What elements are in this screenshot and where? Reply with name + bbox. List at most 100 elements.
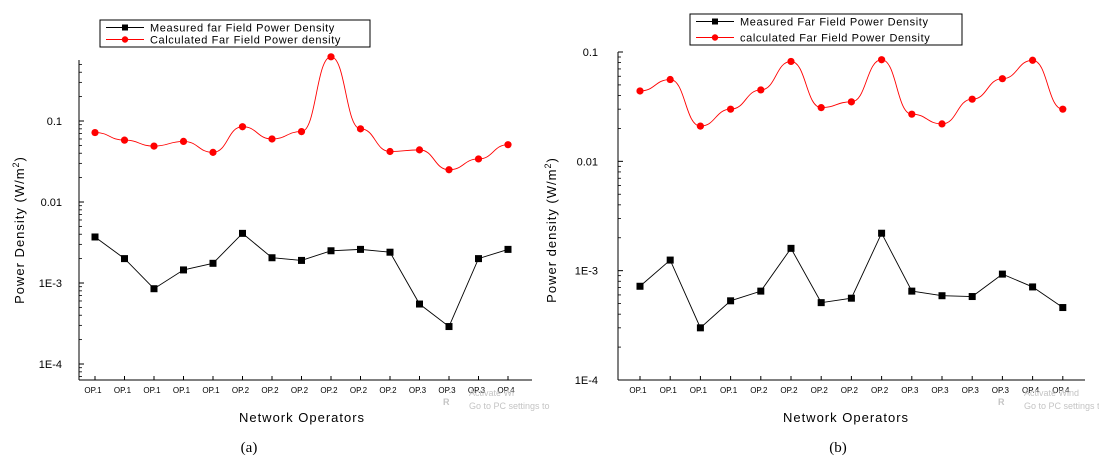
data-point (474, 155, 483, 163)
data-point (150, 285, 158, 293)
data-point (817, 299, 825, 307)
x-category-label: OP.1 (84, 386, 102, 395)
data-point (696, 122, 705, 130)
legend-box (99, 19, 371, 48)
data-point (297, 127, 306, 136)
y-tick-label: 1E-4 (575, 375, 598, 387)
data-point (636, 87, 644, 95)
x-category-label: OP.2 (232, 386, 250, 395)
y-axis-title-close: ) (12, 156, 27, 161)
chart-panel-b: 0.1 0.01 1E-3 1E-4 OP.1 OP.1 OP.1 OP.1 OP.2 OP.2 O… (543, 13, 1099, 456)
data-point (504, 245, 512, 253)
x-category-label: OP.1 (629, 386, 647, 395)
data-point (91, 233, 99, 241)
series-measured (636, 229, 1067, 332)
watermark-logo: R (998, 397, 1005, 407)
data-point (504, 141, 512, 149)
data-point (938, 292, 946, 300)
x-category-label: OP.2 (350, 386, 368, 395)
data-point (298, 256, 305, 264)
x-category-label: OP.1 (660, 386, 678, 395)
series-measured (91, 229, 512, 331)
watermark-line-2: Go to PC settings to (469, 401, 550, 411)
data-point (445, 166, 453, 174)
legend: Measured Far Field Power Density calculat… (689, 13, 963, 46)
data-point (968, 293, 976, 301)
y-axis-title-text: Power Density (W/m (12, 167, 27, 303)
data-point (327, 247, 335, 255)
y-axis-title-close: ) (544, 157, 559, 162)
x-category-label: OP.4 (1052, 386, 1070, 395)
data-point (416, 300, 423, 308)
x-category-label: OP.2 (379, 386, 397, 395)
activation-watermark: R Activate Wi Go to PC settings to (443, 388, 550, 411)
data-point (150, 142, 158, 150)
watermark-line-2: Go to PC settings to (1024, 401, 1099, 411)
panel-label: (a) (241, 440, 258, 456)
activation-watermark: R Activate Wind Go to PC settings to (998, 388, 1099, 411)
x-category-label: OP.4 (1022, 386, 1040, 395)
legend-label: Calculated Far Field Power density (150, 35, 341, 47)
data-point (666, 256, 674, 264)
series-line (94, 232, 509, 328)
x-category-label: OP.1 (143, 386, 161, 395)
legend-marker (121, 36, 129, 43)
legend: Measured far Field Power DensityCalculat… (99, 19, 371, 48)
x-category-label: OP.3 (409, 386, 427, 395)
y-tick-label: 1E-3 (575, 266, 598, 278)
data-point (386, 147, 394, 156)
x-category-label: OP.2 (780, 386, 798, 395)
x-category-label: OP.1 (690, 386, 708, 395)
x-axis-title: Network Operators (239, 410, 365, 425)
x-category-label: OP.2 (841, 386, 859, 395)
x-category-label: OP.2 (750, 386, 768, 395)
x-axis-title: Network Operators (783, 410, 909, 425)
legend-marker (711, 34, 719, 41)
y-axis-title-superscript: 2 (543, 163, 553, 169)
x-category-label: OP.2 (811, 386, 829, 395)
x-category-label: OP.4 (497, 386, 515, 395)
data-point (968, 95, 976, 103)
data-point (209, 148, 217, 156)
data-point (847, 294, 855, 302)
data-point (91, 128, 99, 137)
data-point (757, 287, 765, 295)
data-point (878, 229, 886, 237)
watermark-logo: R (443, 397, 450, 407)
x-category-label: OP.3 (992, 386, 1010, 395)
legend-marker (712, 18, 718, 25)
data-point (327, 53, 335, 61)
x-category-label: OP.3 (962, 386, 980, 395)
data-point (268, 135, 276, 143)
series-line (639, 232, 1064, 329)
data-point (908, 110, 916, 118)
x-category-label: OP.2 (871, 386, 889, 395)
legend-label: calculated Far Field Power Density (740, 33, 930, 45)
y-axis-title-text: Power density (W/m (544, 169, 559, 303)
y-axis-title-superscript: 2 (11, 161, 21, 167)
data-point (1029, 283, 1037, 291)
x-category-label: OP.3 (468, 386, 486, 395)
data-point (357, 245, 364, 253)
y-tick-label: 0.01 (577, 156, 598, 168)
data-point (386, 248, 394, 256)
data-point (356, 125, 365, 133)
legend-marker (122, 24, 128, 31)
data-point (727, 105, 735, 113)
y-axis-title: Power density (W/m2) (543, 157, 559, 303)
x-category-label: OP.1 (173, 386, 191, 395)
x-category-label: OP.1 (720, 386, 738, 395)
x-category-label: OP.3 (438, 386, 456, 395)
x-category-label: OP.1 (114, 386, 132, 395)
y-tick-label: 0.01 (41, 197, 62, 209)
y-tick-label: 1E-4 (39, 359, 62, 371)
series-line (94, 56, 509, 171)
data-point (1059, 105, 1067, 113)
watermark-line-1: Activate Wi (469, 388, 514, 398)
watermark-line-1: Activate Wind (1024, 388, 1079, 398)
y-tick-label: 0.1 (583, 47, 598, 59)
data-point (636, 282, 644, 290)
data-point (847, 98, 856, 106)
panel-label: (b) (829, 440, 847, 456)
